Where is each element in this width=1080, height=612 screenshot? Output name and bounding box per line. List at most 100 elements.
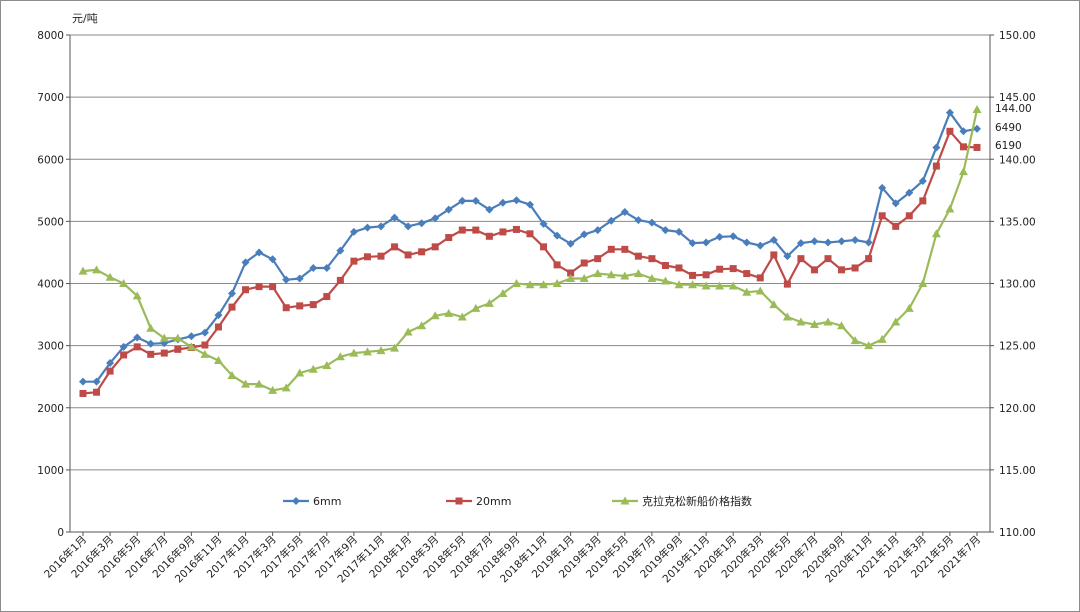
data-point [742,287,752,296]
data-point [877,334,887,343]
data-point [796,239,805,248]
end-labels: 6490 6190 144.00 [995,103,1032,152]
y-tick-label: 6000 [37,154,64,166]
data-point [444,205,453,214]
data-point [945,204,955,213]
data-point [322,361,332,370]
data-point [174,345,182,353]
data-point [809,320,819,329]
data-point [620,271,630,280]
y-axis-unit-label: 元/吨 [72,12,98,25]
data-point [823,317,833,326]
data-point [498,288,508,297]
data-point [512,196,521,205]
data-point [363,223,372,232]
y2-tick-label: 120.00 [999,403,1036,415]
data-point [93,388,101,396]
data-point [79,377,87,386]
data-point [837,321,847,330]
data-point [106,367,114,375]
data-point [242,286,250,294]
data-point [824,255,832,263]
data-point [647,274,657,283]
data-point [201,341,209,349]
data-point [350,257,358,265]
data-point [228,303,236,311]
data-point [269,283,277,291]
data-point [932,143,941,152]
gridlines [70,34,990,471]
data-point [756,274,764,282]
data-point [702,238,711,247]
data-point [431,214,440,223]
y2-tick-label: 110.00 [999,527,1036,539]
data-point [593,269,603,278]
data-point [769,236,778,245]
data-point [187,332,196,341]
legend-label: 20mm [476,495,511,508]
data-point [539,280,549,289]
data-point [607,216,616,225]
data-point [119,342,128,351]
data-point [810,266,818,274]
series-line [82,130,978,395]
series-layer [78,105,982,397]
data-point [959,143,967,151]
y-tick-label: 4000 [37,279,64,291]
data-point [119,279,129,287]
series-line [83,111,978,383]
data-point [770,251,778,259]
data-point [661,261,669,269]
data-point [606,270,616,279]
data-point [878,183,887,192]
data-point [335,352,345,361]
y-tick-label: 5000 [37,216,64,228]
data-point [973,124,981,133]
data-point [444,308,454,317]
y-axis-ticks: 0 1000 2000 3000 4000 5000 6000 7000 8000 [37,30,70,539]
data-point [377,222,385,231]
data-point [945,108,954,117]
data-point [228,289,236,298]
data-point [892,222,900,230]
data-point [485,232,493,240]
data-point [308,364,318,373]
data-point [79,389,87,397]
data-point [634,252,642,260]
data-point [539,219,548,228]
data-point [254,379,264,388]
data-point [782,312,792,321]
data-point [566,239,575,248]
legend-marker [455,497,463,505]
data-point [716,265,724,273]
data-point [255,248,264,257]
end-label: 144.00 [995,103,1032,115]
y2-tick-label: 135.00 [999,216,1036,228]
data-point [349,348,359,357]
data-point [376,346,386,355]
data-point [309,263,318,272]
legend-marker [292,497,300,505]
y2-tick-label: 145.00 [999,92,1036,104]
data-point [498,198,507,207]
y-tick-label: 2000 [37,403,64,415]
x-axis-ticks: 2016年1月2016年3月2016年5月2016年7月2016年9月2016年… [41,532,983,585]
data-point [540,243,548,251]
data-point [512,225,520,233]
data-point [675,264,683,272]
data-point [728,281,738,290]
data-point [620,208,629,217]
data-point [213,356,223,365]
data-point [430,311,440,320]
data-point [661,226,670,235]
data-point [214,323,222,331]
data-point [931,229,941,238]
data-point [457,312,467,321]
data-point [865,255,873,263]
data-point [132,291,142,300]
data-point [484,298,494,307]
data-point [607,245,615,253]
data-point [729,232,738,241]
data-point [146,323,156,332]
data-point [336,246,345,255]
